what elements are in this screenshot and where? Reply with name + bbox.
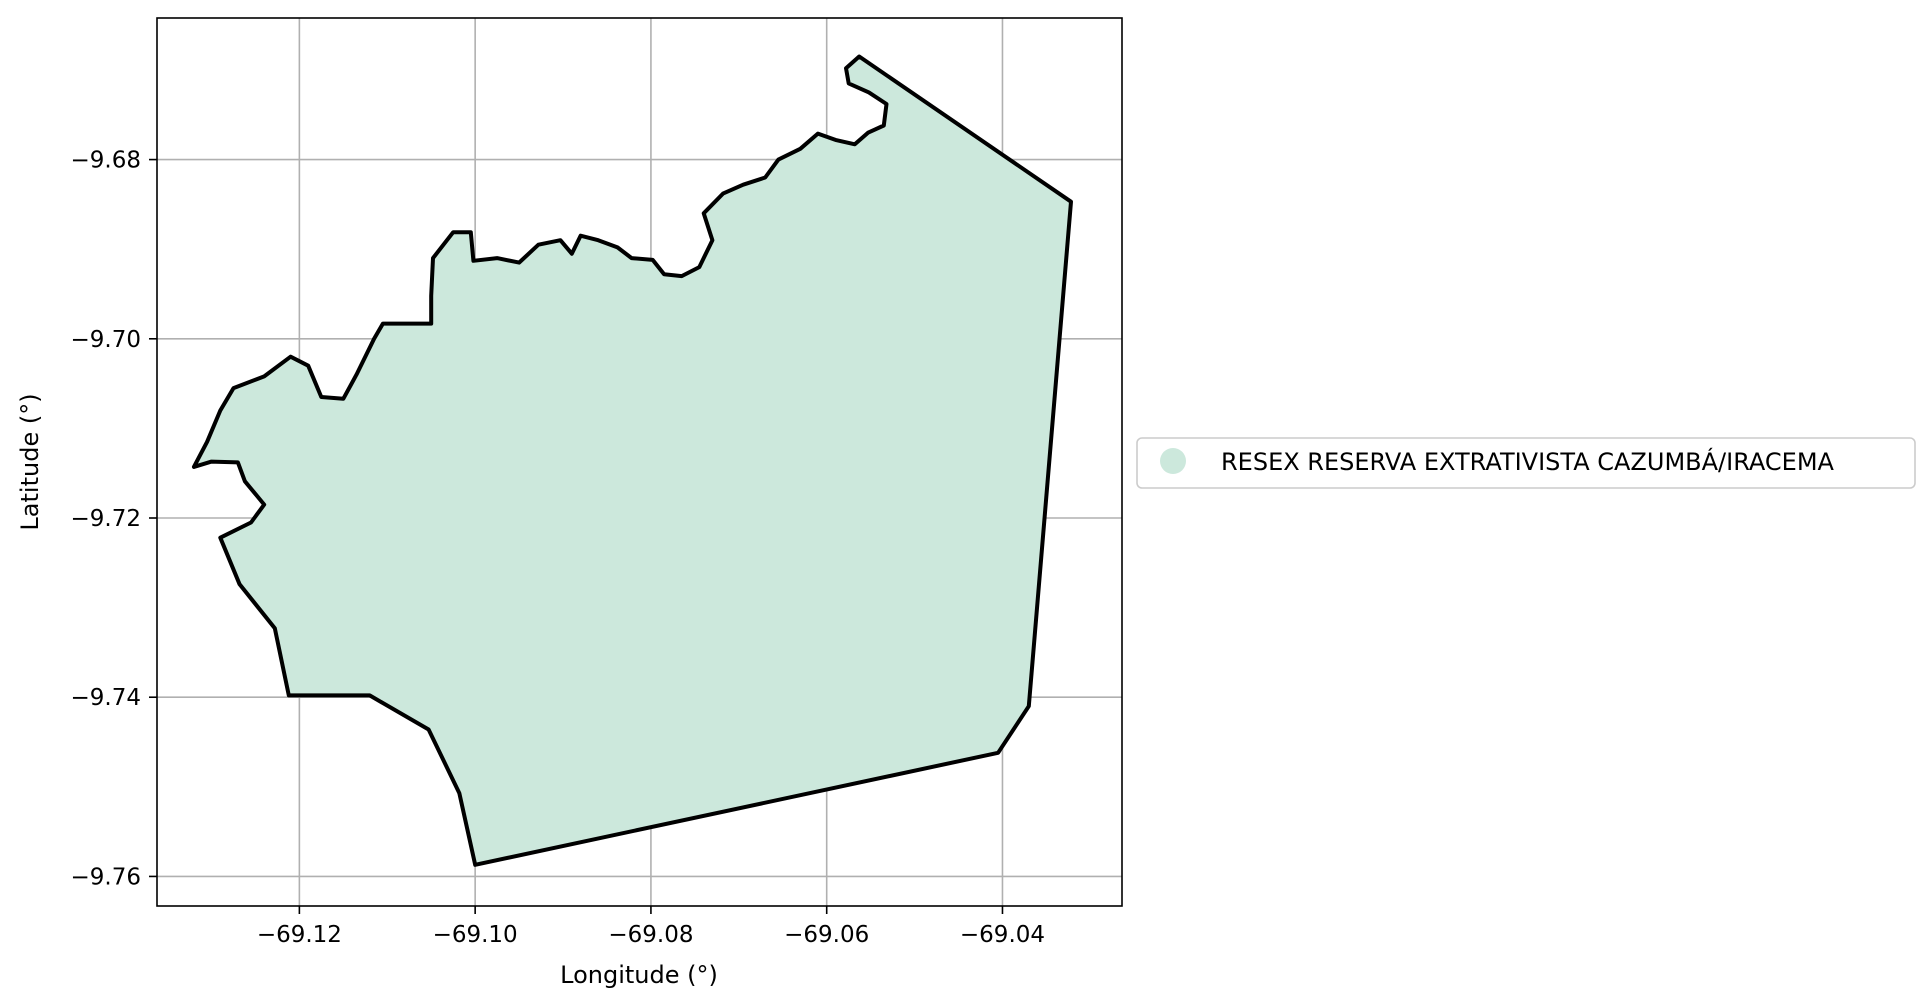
x-tick-label: −69.06 — [784, 922, 869, 948]
y-tick-label: −9.68 — [71, 148, 141, 174]
y-tick-label: −9.70 — [71, 327, 141, 353]
x-tick-label: −69.04 — [960, 922, 1045, 948]
axes-frame — [156, 17, 1123, 907]
y-tick-label: −9.72 — [71, 506, 141, 532]
legend-box — [1136, 437, 1916, 489]
y-axis-label: Latitude (°) — [16, 393, 44, 530]
x-axis-label: Longitude (°) — [560, 961, 718, 989]
y-tick-label: −9.74 — [71, 685, 141, 711]
axis-ticks: −69.12 −69.10 −69.08 −69.06 −69.04 −9.68 −9.70… — [71, 148, 1046, 948]
x-tick-label: −69.08 — [608, 922, 693, 948]
y-tick-label: −9.76 — [71, 864, 141, 890]
x-tick-label: −69.10 — [433, 922, 518, 948]
legend-marker — [1160, 448, 1186, 474]
reserve-boundary-line — [191, 54, 1073, 867]
legend-label: RESEX RESERVA EXTRATIVISTA CAZUMBÁ/IRACE… — [1221, 447, 1835, 476]
x-tick-label: −69.12 — [257, 922, 342, 948]
legend: RESEX RESERVA EXTRATIVISTA CAZUMBÁ/IRACE… — [1136, 437, 1916, 489]
reserve-area-fill — [193, 56, 1071, 865]
